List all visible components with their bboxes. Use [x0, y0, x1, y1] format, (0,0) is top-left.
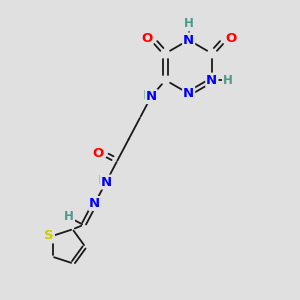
Text: N: N: [89, 197, 100, 210]
Text: H: H: [64, 210, 74, 223]
Text: H: H: [98, 174, 107, 187]
Text: N: N: [183, 87, 194, 100]
Text: H: H: [143, 88, 153, 101]
Text: N: N: [183, 34, 194, 46]
Text: O: O: [225, 32, 236, 45]
Text: H: H: [223, 74, 233, 87]
Text: O: O: [92, 147, 103, 160]
Text: N: N: [206, 74, 218, 87]
Text: N: N: [146, 90, 157, 103]
Text: O: O: [141, 32, 152, 45]
Text: S: S: [44, 229, 54, 242]
Text: H: H: [184, 17, 194, 31]
Text: N: N: [100, 176, 112, 189]
